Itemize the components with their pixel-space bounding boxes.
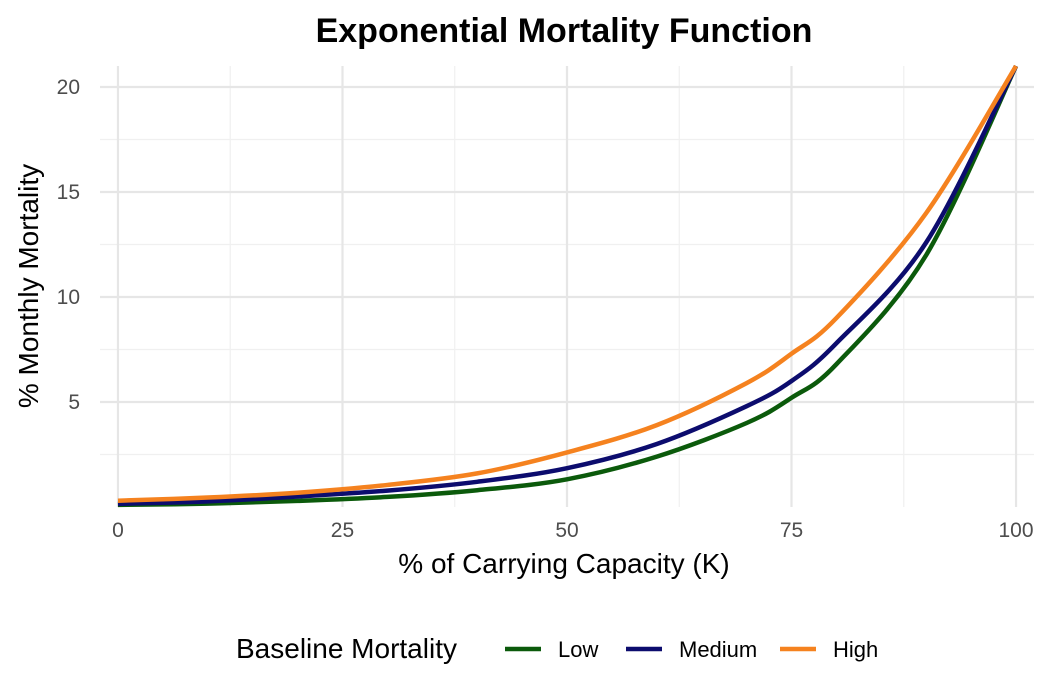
series-line-high — [117, 64, 1018, 503]
legend: Baseline Mortality Low Medium High — [236, 633, 878, 664]
y-tick-label: 15 — [57, 181, 80, 204]
x-tick-label: 50 — [555, 519, 578, 542]
x-tick-label: 25 — [331, 519, 354, 542]
legend-label-low: Low — [558, 637, 598, 662]
legend-label-high: High — [833, 637, 878, 662]
x-tick-label: 0 — [112, 519, 124, 542]
chart-title: Exponential Mortality Function — [316, 12, 813, 50]
series-line-medium — [117, 64, 1019, 507]
y-axis-label: % Monthly Mortality — [13, 164, 44, 408]
x-tick-label: 75 — [780, 519, 803, 542]
y-tick-label: 10 — [57, 286, 80, 309]
legend-label-medium: Medium — [679, 637, 757, 662]
x-tick-label: 100 — [999, 519, 1034, 542]
x-axis-label: % of Carrying Capacity (K) — [398, 548, 729, 579]
y-tick-labels: 5 10 15 20 — [57, 76, 80, 414]
y-tick-label: 20 — [57, 76, 80, 99]
series-line-low — [117, 65, 1019, 508]
legend-title: Baseline Mortality — [236, 633, 457, 664]
series-lines — [117, 64, 1019, 508]
x-tick-labels: 0 25 50 75 100 — [112, 519, 1033, 542]
y-tick-label: 5 — [68, 391, 80, 414]
grid — [100, 66, 1034, 507]
